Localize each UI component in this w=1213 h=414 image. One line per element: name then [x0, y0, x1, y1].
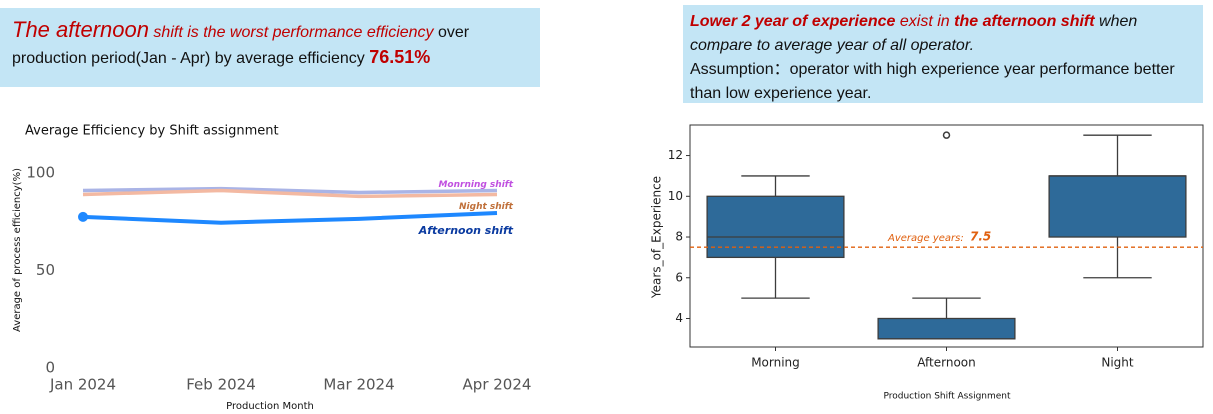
x-tick-label: Apr 2024	[463, 376, 532, 394]
line	[82, 210, 498, 225]
x-axis-label: Production Shift Assignment	[883, 392, 1011, 402]
line	[82, 186, 498, 195]
callout-text: the afternoon shift	[954, 13, 1095, 30]
chart-title: Average Efficiency by Shift assignment	[25, 124, 279, 139]
y-tick-label: 50	[36, 261, 55, 279]
x-tick-label: Afternoon	[917, 356, 976, 370]
x-tick-label: Night	[1101, 356, 1134, 370]
line	[82, 188, 498, 199]
box	[877, 317, 1016, 340]
series-label: Night shift	[459, 202, 514, 212]
callout-text: 76.51%	[369, 47, 431, 67]
x-tick-label: Morning	[751, 356, 800, 370]
callout-text: Lower 2 year of experience	[690, 13, 896, 30]
x-tick-label: Feb 2024	[186, 376, 256, 394]
y-tick-label: 12	[668, 148, 683, 162]
box	[706, 195, 845, 259]
y-axis-label: Years_of_Experience	[650, 176, 664, 299]
y-tick-label: 6	[675, 270, 683, 284]
outlier	[942, 131, 951, 139]
x-tick-label: Jan 2024	[49, 376, 116, 394]
y-tick-label: 100	[26, 164, 55, 182]
callout: The afternoon shift is the worst perform…	[0, 8, 540, 87]
series-label: Afternoon shift	[418, 224, 514, 237]
series-label: Monrning shift	[438, 180, 513, 190]
callout-text: when compare to average year of all oper…	[690, 13, 1138, 54]
reference-value: 7.5	[970, 230, 991, 244]
y-tick-label: 8	[675, 230, 683, 244]
x-axis-label: Production Month	[226, 401, 314, 412]
y-tick-label: 0	[45, 359, 55, 377]
callout-text: exist in	[895, 13, 955, 30]
y-tick-label: 10	[668, 189, 683, 203]
callout-text: The afternoon	[12, 17, 149, 42]
y-axis-label: Average of process efficiency(%)	[12, 168, 23, 332]
callout-text: Assumption：operator with high experience…	[690, 61, 1175, 102]
callout-text: over production period(Jan - Apr) by ave…	[12, 24, 470, 67]
callout: Lower 2 year of experience exist in the …	[683, 5, 1203, 103]
box	[1048, 175, 1187, 238]
x-tick-label: Mar 2024	[323, 376, 394, 394]
point-marker	[78, 211, 88, 222]
y-tick-label: 4	[675, 311, 683, 325]
callout-text: shift is the worst performance efficienc…	[148, 24, 434, 41]
reference-label: Average years:	[887, 233, 964, 244]
